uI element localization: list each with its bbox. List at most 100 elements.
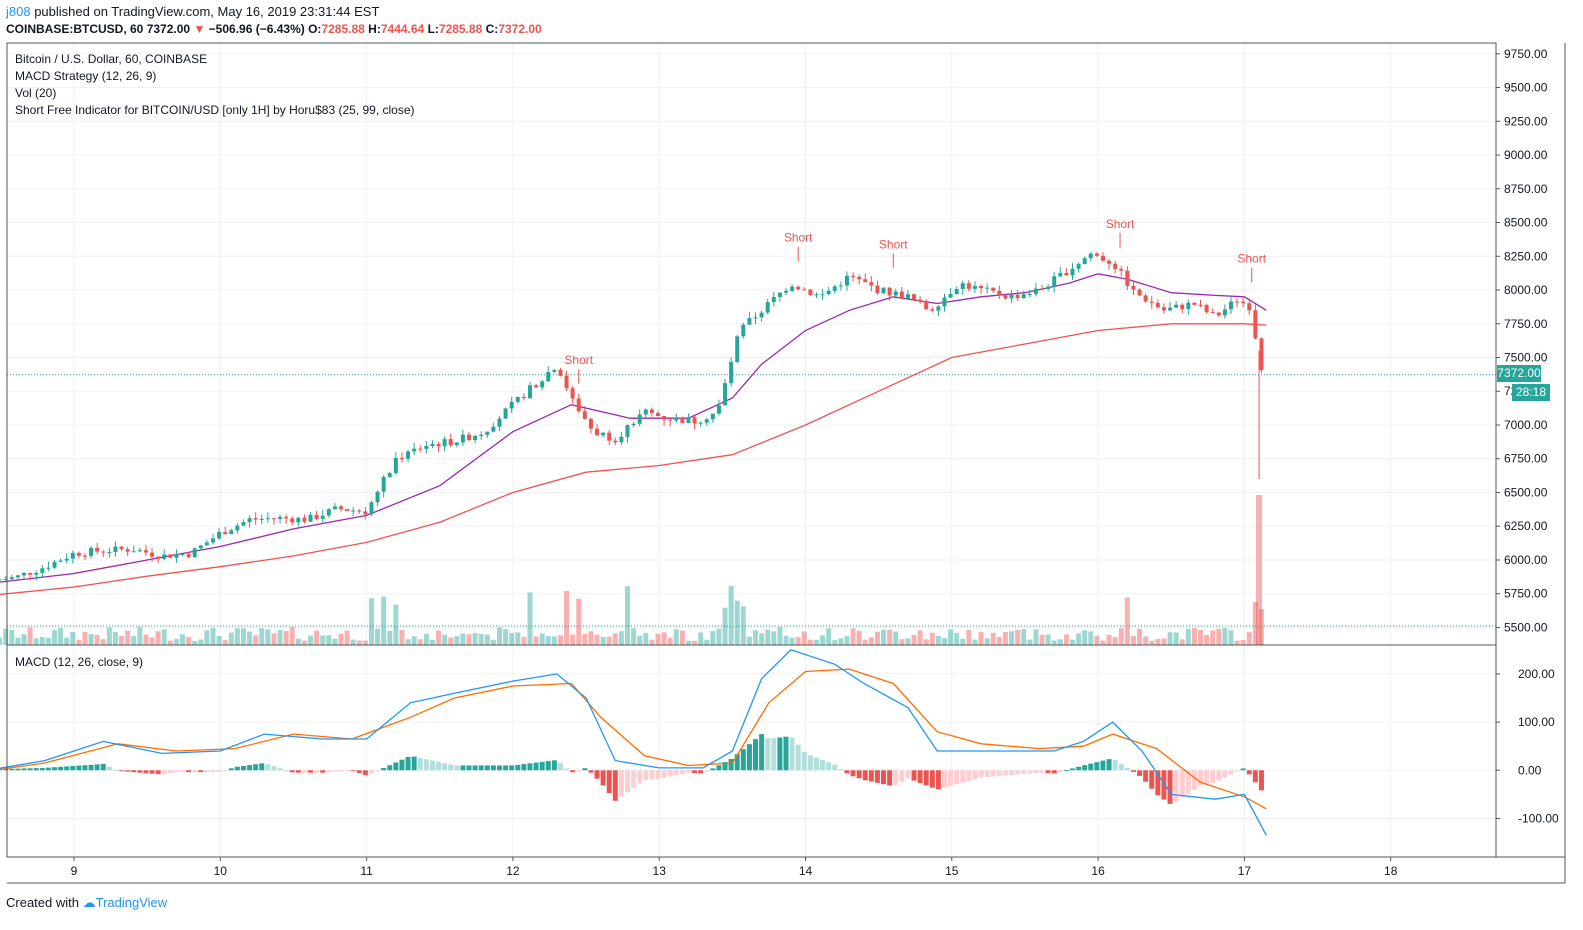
macd-hist-bar <box>1161 770 1167 800</box>
volume-bar <box>899 639 905 645</box>
volume-bar <box>405 639 411 645</box>
volume-bar <box>801 631 807 645</box>
candle-body <box>649 409 654 414</box>
candle-body <box>1222 309 1227 316</box>
candle-body <box>765 302 770 313</box>
volume-bar <box>545 636 551 645</box>
candle-body <box>790 286 795 291</box>
macd-hist-bar <box>253 764 259 771</box>
time-tick-label: 14 <box>799 864 813 878</box>
macd-hist-bar <box>692 770 698 774</box>
candle-body <box>1174 304 1179 308</box>
candle-body <box>930 309 935 311</box>
footer-brand[interactable]: TradingView <box>95 895 168 910</box>
candle-body <box>851 275 856 277</box>
candle-body <box>210 538 215 543</box>
candle-body <box>406 451 411 459</box>
macd-hist-bar <box>771 738 777 771</box>
macd-hist-bar <box>1234 770 1240 772</box>
macd-hist-bar <box>460 765 466 771</box>
volume-bar <box>45 637 51 645</box>
candle-body <box>418 448 423 450</box>
legend-macd-strategy: MACD Strategy (12, 26, 9) <box>15 69 157 83</box>
volume-bar <box>1027 639 1033 645</box>
volume-bar <box>1021 629 1027 645</box>
macd-hist-bar <box>362 770 368 776</box>
volume-bar <box>88 634 94 645</box>
candle-body <box>253 518 258 520</box>
volume-bar <box>533 636 539 645</box>
time-tick-label: 12 <box>506 864 520 878</box>
macd-hist-bar <box>259 763 265 771</box>
macd-hist-bar <box>186 770 192 773</box>
macd-hist-bar <box>618 770 624 797</box>
macd-hist-bar <box>777 737 783 771</box>
volume-bar <box>39 637 45 645</box>
macd-hist-bar <box>1137 770 1143 776</box>
macd-hist-bar <box>277 768 283 771</box>
candle-body <box>1113 263 1118 269</box>
macd-hist-bar <box>698 770 704 774</box>
tradingview-logo-icon[interactable]: ☁ <box>82 895 96 910</box>
candle-body <box>375 491 380 503</box>
candle-body <box>1033 288 1038 294</box>
author-link[interactable]: j808 <box>6 4 31 19</box>
candle-body <box>838 285 843 287</box>
volume-bar <box>1009 631 1015 645</box>
candle-body <box>668 419 673 421</box>
macd-hist-bar <box>893 770 899 785</box>
macd-hist-bar <box>204 770 210 773</box>
volume-bar <box>1137 628 1143 645</box>
volume-bar <box>1118 628 1124 645</box>
high-value: 7444.64 <box>380 22 425 36</box>
candle-body <box>192 548 197 557</box>
volume-bar <box>1088 631 1094 645</box>
candle-body <box>759 312 764 318</box>
price-tick-label: 9750.00 <box>1504 47 1548 61</box>
macd-hist-bar <box>503 765 509 771</box>
volume-bar <box>460 633 466 645</box>
macd-hist-bar <box>234 766 240 771</box>
volume-bar <box>222 640 228 645</box>
volume-bar <box>94 634 100 645</box>
candle-body <box>643 409 648 415</box>
volume-bar <box>21 634 27 645</box>
macd-hist-bar <box>984 770 990 777</box>
time-tick-label: 13 <box>653 864 667 878</box>
candle-body <box>0 579 2 581</box>
volume-bar <box>338 633 344 645</box>
macd-hist-bar <box>484 765 490 771</box>
candle-body <box>558 369 563 376</box>
candle-body <box>271 518 276 520</box>
macd-lines <box>0 649 1267 836</box>
volume-bar <box>100 639 106 645</box>
macd-hist-bar <box>1002 770 1008 776</box>
candle-body <box>265 518 270 520</box>
candle-body <box>278 516 283 519</box>
macd-hist-bar <box>625 770 631 793</box>
macd-hist-bar <box>1106 759 1112 771</box>
candle-body <box>497 418 502 427</box>
volume-bar <box>356 640 362 645</box>
macd-hist-bar <box>198 770 204 773</box>
macd-hist-bar <box>39 767 45 771</box>
volume-bar <box>76 639 82 645</box>
candle-body <box>70 552 75 559</box>
volume-bar <box>777 627 783 645</box>
candle-body <box>1247 303 1252 311</box>
macd-hist-bar <box>826 762 832 771</box>
macd-hist-bar <box>1094 762 1100 771</box>
macd-hist-bar <box>1240 768 1246 771</box>
macd-hist-bar <box>746 744 752 771</box>
macd-hist-bar <box>137 770 143 773</box>
volume-bar <box>448 637 454 645</box>
candle-body <box>485 431 490 435</box>
volume-bar <box>82 631 88 645</box>
candle-body <box>1009 294 1014 299</box>
volume-bar <box>1216 628 1222 645</box>
macd-hist-bar <box>728 758 734 771</box>
volume-bar <box>0 637 3 645</box>
macd-hist-bar <box>45 767 51 771</box>
candle-body <box>686 417 691 423</box>
